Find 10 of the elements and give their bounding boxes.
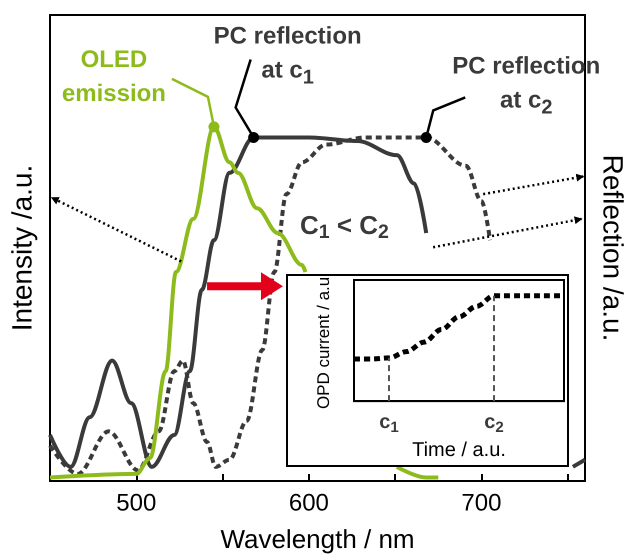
x-axis-title: Wavelength / nm: [220, 524, 415, 554]
y2-axis-title: Reflection /a.u.: [598, 154, 628, 342]
y-axis-title: Intensity /a.u.: [6, 164, 38, 332]
x-tick-label: 600: [288, 490, 329, 516]
x-tick-label: 700: [461, 490, 502, 516]
series-label: OLED emission: [60, 44, 167, 109]
x-tick-label: 500: [116, 490, 156, 516]
x-axis-title: Time / a.u.: [412, 439, 506, 461]
text: PC reflection at c$_{1}$: [212, 22, 363, 91]
y-axis-title: OPD current / a.u.: [314, 272, 333, 410]
